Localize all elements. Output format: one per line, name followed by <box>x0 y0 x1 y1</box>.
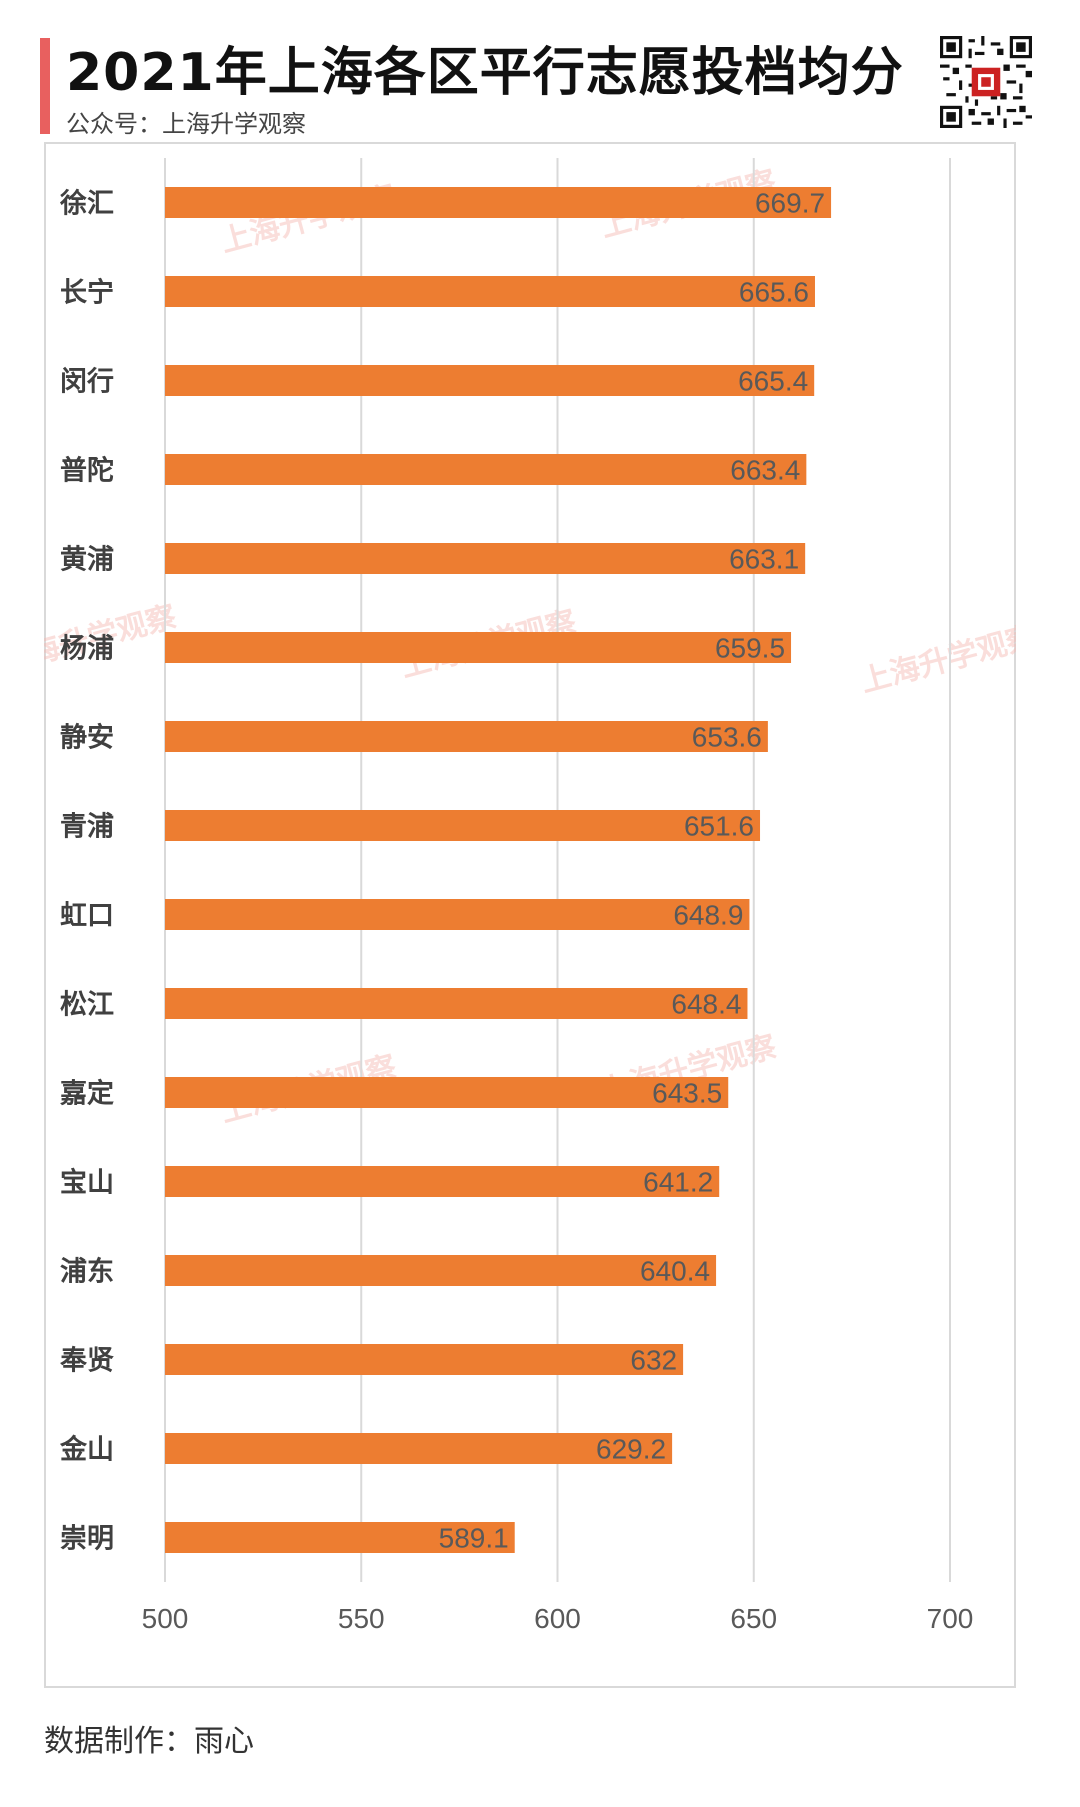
category-label: 黄浦 <box>60 544 114 576</box>
category-label: 宝山 <box>60 1167 114 1199</box>
data-credit: 数据制作：雨心 <box>44 1724 254 1759</box>
x-tick-label: 650 <box>730 1603 777 1634</box>
watermark-text: 上海升学观察 <box>857 619 1016 700</box>
chart-title: 2021年上海各区平行志愿投档均分 <box>66 43 904 103</box>
x-tick-label: 700 <box>927 1603 974 1634</box>
data-label: 665.4 <box>738 366 808 397</box>
data-label: 665.6 <box>739 277 809 308</box>
category-label: 闵行 <box>60 366 114 398</box>
bar <box>165 1255 717 1286</box>
data-label: 648.4 <box>671 989 741 1020</box>
x-tick-label: 550 <box>338 1603 385 1634</box>
category-label: 虹口 <box>60 901 114 932</box>
bar <box>165 276 815 307</box>
bar <box>165 365 815 396</box>
category-label: 奉贤 <box>59 1346 114 1377</box>
category-label: 松江 <box>60 990 114 1021</box>
data-label: 648.9 <box>673 900 743 931</box>
data-label: 663.1 <box>729 544 799 575</box>
chart-subtitle: 公众号：上海升学观察 <box>66 110 306 138</box>
data-label: 643.5 <box>652 1078 722 1109</box>
qr-code-icon <box>940 36 1032 128</box>
bar <box>165 721 768 752</box>
category-label: 杨浦 <box>60 633 114 665</box>
data-label: 669.7 <box>755 188 825 219</box>
bar <box>165 1077 729 1108</box>
bar <box>165 988 748 1019</box>
data-label: 589.1 <box>439 1523 509 1554</box>
bar <box>165 1522 515 1553</box>
data-label: 653.6 <box>692 722 762 753</box>
bar-chart: 上海升学观察上海升学观察上海升学观察上海升学观察上海升学观察上海升学观察上海升学… <box>44 158 1016 1634</box>
category-label: 嘉定 <box>60 1078 114 1110</box>
data-label: 641.2 <box>643 1167 713 1198</box>
category-label: 长宁 <box>60 277 114 309</box>
category-label: 金山 <box>59 1434 114 1466</box>
bar <box>165 543 806 574</box>
category-label: 浦东 <box>60 1256 114 1288</box>
bar <box>165 1166 720 1197</box>
bar <box>165 632 792 663</box>
category-label: 徐汇 <box>59 188 114 220</box>
category-label: 崇明 <box>60 1524 114 1555</box>
bar <box>165 454 807 485</box>
bar <box>165 899 750 930</box>
x-tick-label: 600 <box>534 1603 581 1634</box>
data-label: 651.6 <box>684 811 754 842</box>
bar <box>165 187 832 218</box>
data-label: 659.5 <box>715 633 785 664</box>
data-label: 663.4 <box>730 455 800 486</box>
bar <box>165 810 761 841</box>
category-label: 青浦 <box>60 811 114 843</box>
x-tick-label: 500 <box>142 1603 189 1634</box>
bar <box>165 1433 673 1464</box>
bar <box>165 1344 684 1375</box>
title-accent-bar <box>40 38 50 134</box>
category-label: 静安 <box>60 723 114 754</box>
category-label: 普陀 <box>60 455 114 487</box>
data-label: 640.4 <box>640 1256 710 1287</box>
data-label: 629.2 <box>596 1434 666 1465</box>
data-label: 632 <box>630 1345 677 1376</box>
